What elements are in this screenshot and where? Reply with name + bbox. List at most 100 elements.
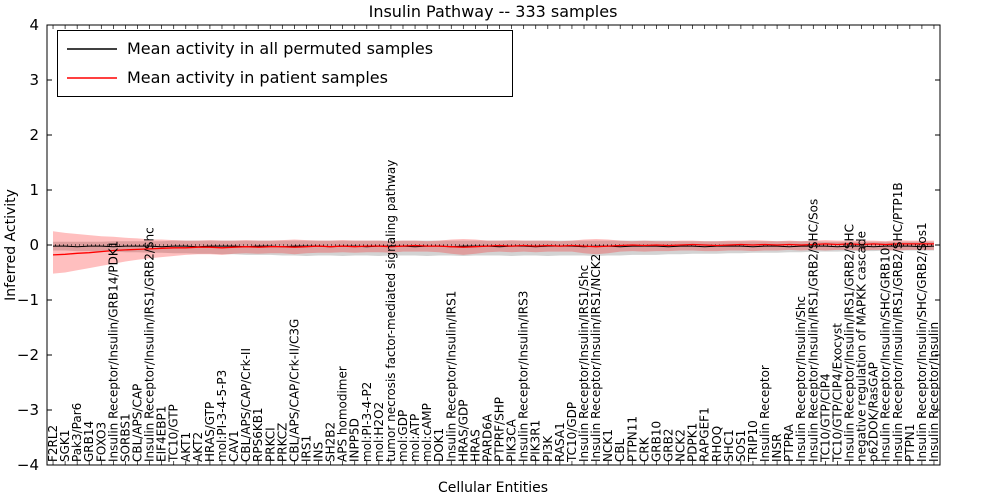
x-tick-label: NCK1 (601, 429, 615, 462)
permuted-confidence-band (53, 240, 934, 256)
legend-box (57, 30, 513, 97)
x-tick-label: TRIP10 (746, 420, 760, 463)
x-tick-label: INPP5D (348, 418, 362, 462)
x-tick-label: CBL/APS/CAP (131, 384, 145, 462)
x-tick-label: CAV1 (227, 430, 241, 462)
x-tick-label: HRAS/GTP (203, 402, 217, 462)
y-tick-label: 0 (29, 236, 39, 254)
x-tick-label: HRAS (468, 429, 482, 462)
x-tick-label: Insulin Receptor/Insulin/IRS1/GRB2/SHC (843, 224, 857, 462)
x-tick-label: PRKCI (263, 427, 277, 462)
y-tick-label: −3 (17, 401, 39, 419)
legend: Mean activity in all permuted samples Me… (57, 30, 513, 97)
patient-confidence-band (53, 231, 934, 274)
x-tick-label: Pak3/Par6 (70, 403, 84, 462)
x-tick-label: SORBS1 (118, 413, 132, 462)
chart-title: Insulin Pathway -- 333 samples (369, 2, 618, 21)
legend-label-patient: Mean activity in patient samples (127, 68, 388, 87)
y-tick-label: 3 (29, 71, 39, 89)
x-tick-label: Insulin Receptor/Insulin/IRS1/NCK2 (589, 254, 603, 462)
x-tick-label: PTPN11 (625, 416, 639, 462)
x-tick-label: F2RL2 (46, 425, 60, 462)
x-tick-label: RAPGEF1 (698, 407, 712, 462)
x-tick-label: PTPN1 (903, 424, 917, 462)
y-axis-label: Inferred Activity (3, 189, 19, 301)
x-tick-label: Insulin Receptor/Insulin/Shc (794, 296, 808, 462)
x-tick-label: Insulin Receptor/Insulin/IRS1/GRB2/Shc (143, 227, 157, 462)
x-tick-label: SOS1 (734, 430, 748, 462)
x-tick-label: NCK2 (674, 429, 688, 462)
x-tick-label: PDPK1 (686, 423, 700, 462)
x-tick-label: SHC1 (722, 429, 736, 462)
y-tick-label: 1 (29, 181, 39, 199)
x-tick-label: AKT2 (191, 432, 205, 462)
legend-label-permuted: Mean activity in all permuted samples (127, 39, 433, 58)
x-tick-label: CBL/APS/CAP/Crk-II/C3G (287, 319, 301, 462)
x-tick-label: RASA1 (553, 422, 567, 462)
x-tick-label: DOK1 (432, 428, 446, 462)
x-tick-label: Insulin Receptor/Insulin/IRS3 (517, 291, 531, 462)
x-tick-label: GRB10 (649, 421, 663, 462)
series-lines (52, 243, 935, 256)
y-tick-label: −2 (17, 346, 39, 364)
x-tick-label: TC10/GTP/CIP4 (818, 373, 832, 463)
x-tick-label: Insulin Receptor (758, 365, 772, 462)
x-tick-label: mol:GDP (396, 410, 410, 462)
x-tick-label: Insulin Receptor/Insulin/IRS1/GRB2/SHC/S… (806, 199, 820, 462)
x-tick-label: IRS1 (300, 435, 314, 462)
x-tick-label: PIK3CA (505, 418, 519, 462)
x-tick-label: EIF4EBP1 (155, 406, 169, 462)
x-tick-label: mol:PI-3-4-5-P3 (215, 370, 229, 462)
x-tick-label: Insulin Receptor/Insulin/IRS1/Shc (577, 265, 591, 462)
y-axis-ticks: −4 −3 −2 −1 0 1 2 3 4 (17, 16, 940, 474)
x-tick-label: HRAS/GDP (456, 399, 470, 462)
x-tick-label: p62DOK/RasGAP (867, 362, 881, 462)
x-tick-label: CBL/APS/CAP/Crk-II (239, 348, 253, 462)
x-tick-label: Insulin Receptor/Insulin/IRS1 (444, 291, 458, 462)
x-tick-label: PI3K (541, 435, 555, 462)
x-tick-label: PRKCZ (275, 423, 289, 462)
x-tick-label: mol:cAMP (420, 403, 434, 462)
x-tick-label: FOXO3 (94, 422, 108, 462)
x-tick-label: negative regulation of MAPKK cascade (855, 231, 869, 462)
x-tick-label: CBL (613, 438, 627, 462)
y-tick-label: −1 (17, 291, 39, 309)
x-tick-label: Insulin Receptor/Insulin/GRB14/PDK1 (106, 241, 120, 462)
x-tick-label: AKT1 (179, 432, 193, 462)
x-tick-label: mol:PI-3-4-P2 (360, 382, 374, 462)
x-tick-label: Insulin Receptor/Insulin/SHC/GRB10 (879, 248, 893, 462)
x-tick-label: PARD6A (481, 413, 495, 462)
x-tick-label: mol:ATP (408, 414, 422, 462)
x-tick-label: RHOQ (710, 426, 724, 462)
x-tick-label: RPS6KB1 (251, 407, 265, 462)
x-tick-label: APS homodimer (336, 366, 350, 462)
x-tick-label: INSR (770, 434, 784, 462)
y-tick-label: −4 (17, 456, 39, 474)
x-tick-label: GRB2 (662, 428, 676, 462)
y-tick-label: 4 (29, 16, 39, 34)
x-tick-label: SGK1 (58, 430, 72, 462)
x-tick-label: CRK (637, 436, 651, 462)
x-tick-label: TC10/GTP (167, 404, 181, 463)
x-tick-label: TC10/GTP/CIP4/Exocyst (830, 323, 844, 463)
x-tick-label: Insulin Receptor/Insulin/IRS1/GRB2/SHC/P… (891, 182, 905, 462)
x-tick-label: PTPRA (782, 423, 796, 462)
x-tick-label: Insulin Receptor/Insulin/SHC/GRB2/Sos1 (915, 222, 929, 462)
x-tick-label: PTPRF/SHP (493, 397, 507, 462)
x-tick-label: SH2B2 (324, 422, 338, 462)
x-axis-ticks (52, 25, 935, 465)
x-tick-label: GRB14 (82, 421, 96, 462)
x-tick-label: INS (312, 442, 326, 462)
x-axis-label: Cellular Entities (438, 480, 548, 496)
x-tick-label: tumor necrosis factor-mediated signaling… (384, 160, 398, 462)
x-tick-label: TC10/GDP (565, 402, 579, 463)
x-tick-label: Insulin Receptor/Insulin (927, 322, 941, 462)
x-tick-label: mol:H2O2 (372, 402, 386, 462)
confidence-bands (53, 231, 934, 274)
x-tick-label: PIK3R1 (529, 420, 543, 462)
y-tick-label: 2 (29, 126, 39, 144)
patient-mean-line (52, 243, 934, 256)
